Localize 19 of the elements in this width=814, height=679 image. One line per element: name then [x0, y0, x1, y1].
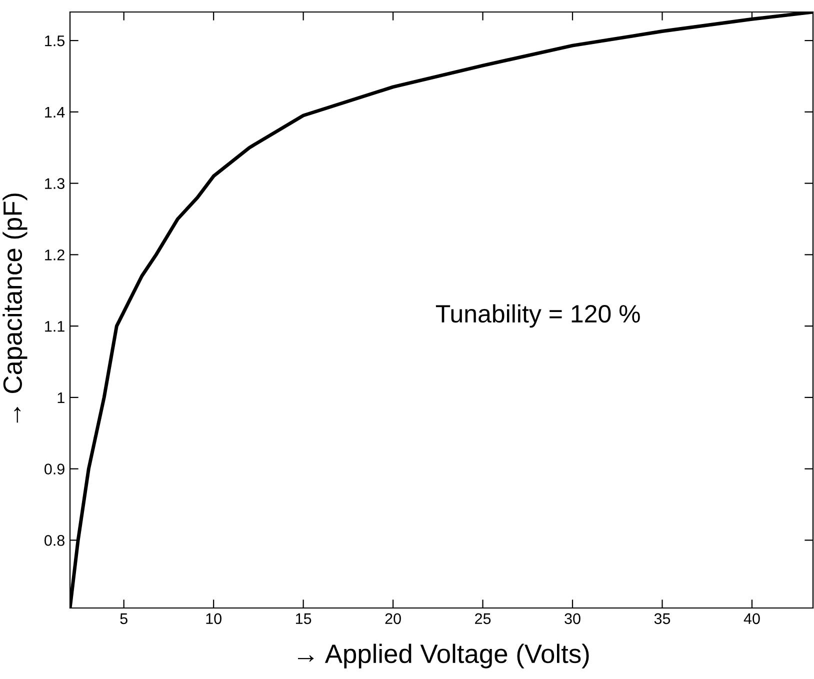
- x-tick-label: 25: [475, 613, 491, 624]
- x-tick-label: 20: [385, 613, 401, 624]
- y-tick-label: 1.2: [45, 250, 64, 260]
- x-tick-label: 35: [654, 613, 670, 624]
- x-tick-label: 5: [120, 613, 128, 624]
- x-tick-label: 30: [564, 613, 580, 624]
- y-tick-label: 0.9: [44, 464, 64, 474]
- y-tick-label: 1: [58, 392, 64, 403]
- x-tick-label: 10: [206, 613, 222, 624]
- x-axis-title: → Applied Voltage (Volts): [298, 644, 589, 668]
- annotation: Tunability = 120 %: [436, 304, 640, 328]
- y-tick-label: 1.5: [45, 36, 64, 46]
- y-axis-title: → Capacitance (pF): [2, 194, 28, 423]
- y-tick-label: 1.3: [45, 178, 64, 189]
- y-tick-label: 1.4: [45, 106, 65, 118]
- y-tick-label: 1.1: [45, 321, 64, 332]
- x-tick-label: 40: [744, 613, 760, 624]
- x-tick-label: 15: [296, 613, 312, 624]
- y-tick-label: 0.8: [44, 535, 64, 546]
